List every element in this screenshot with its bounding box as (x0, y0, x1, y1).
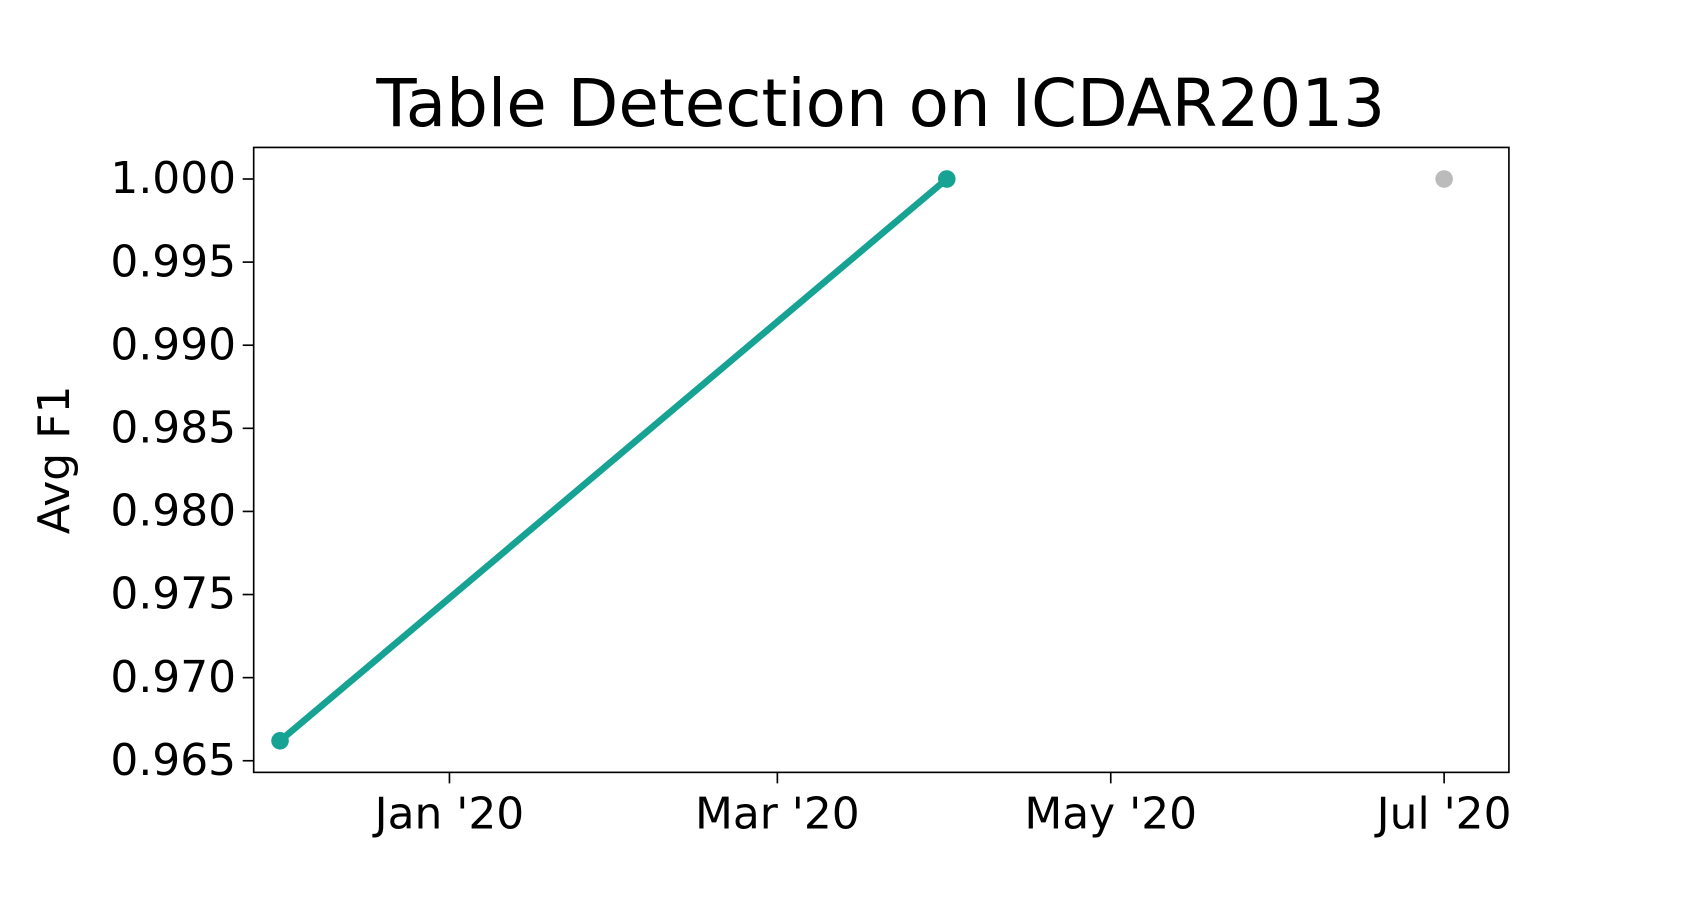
y-tick-label: 1.000 (110, 153, 236, 204)
line (277, 176, 949, 744)
point (1435, 170, 1453, 188)
x-tick-label: May '20 (1024, 788, 1197, 839)
x-tick-label: Mar '20 (695, 788, 860, 839)
y-tick-label: 0.990 (110, 319, 236, 370)
y-tick-label: 0.975 (110, 569, 236, 620)
y-tick-label: 0.985 (110, 402, 236, 453)
point (271, 731, 289, 750)
x-tick-label: Jul '20 (1374, 788, 1512, 839)
point (938, 170, 956, 188)
x-tick-label: Jan '20 (372, 788, 525, 839)
y-tick-label: 0.965 (110, 735, 236, 786)
y-tick-label: 0.980 (110, 486, 236, 537)
y-axis-label: Avg F1 (29, 386, 80, 535)
y-tick-label: 0.970 (110, 652, 236, 703)
y-tick-label: 0.995 (110, 236, 236, 287)
plot-frame (252, 146, 1510, 774)
chart-title: Table Detection on ICDAR2013 (375, 65, 1385, 142)
